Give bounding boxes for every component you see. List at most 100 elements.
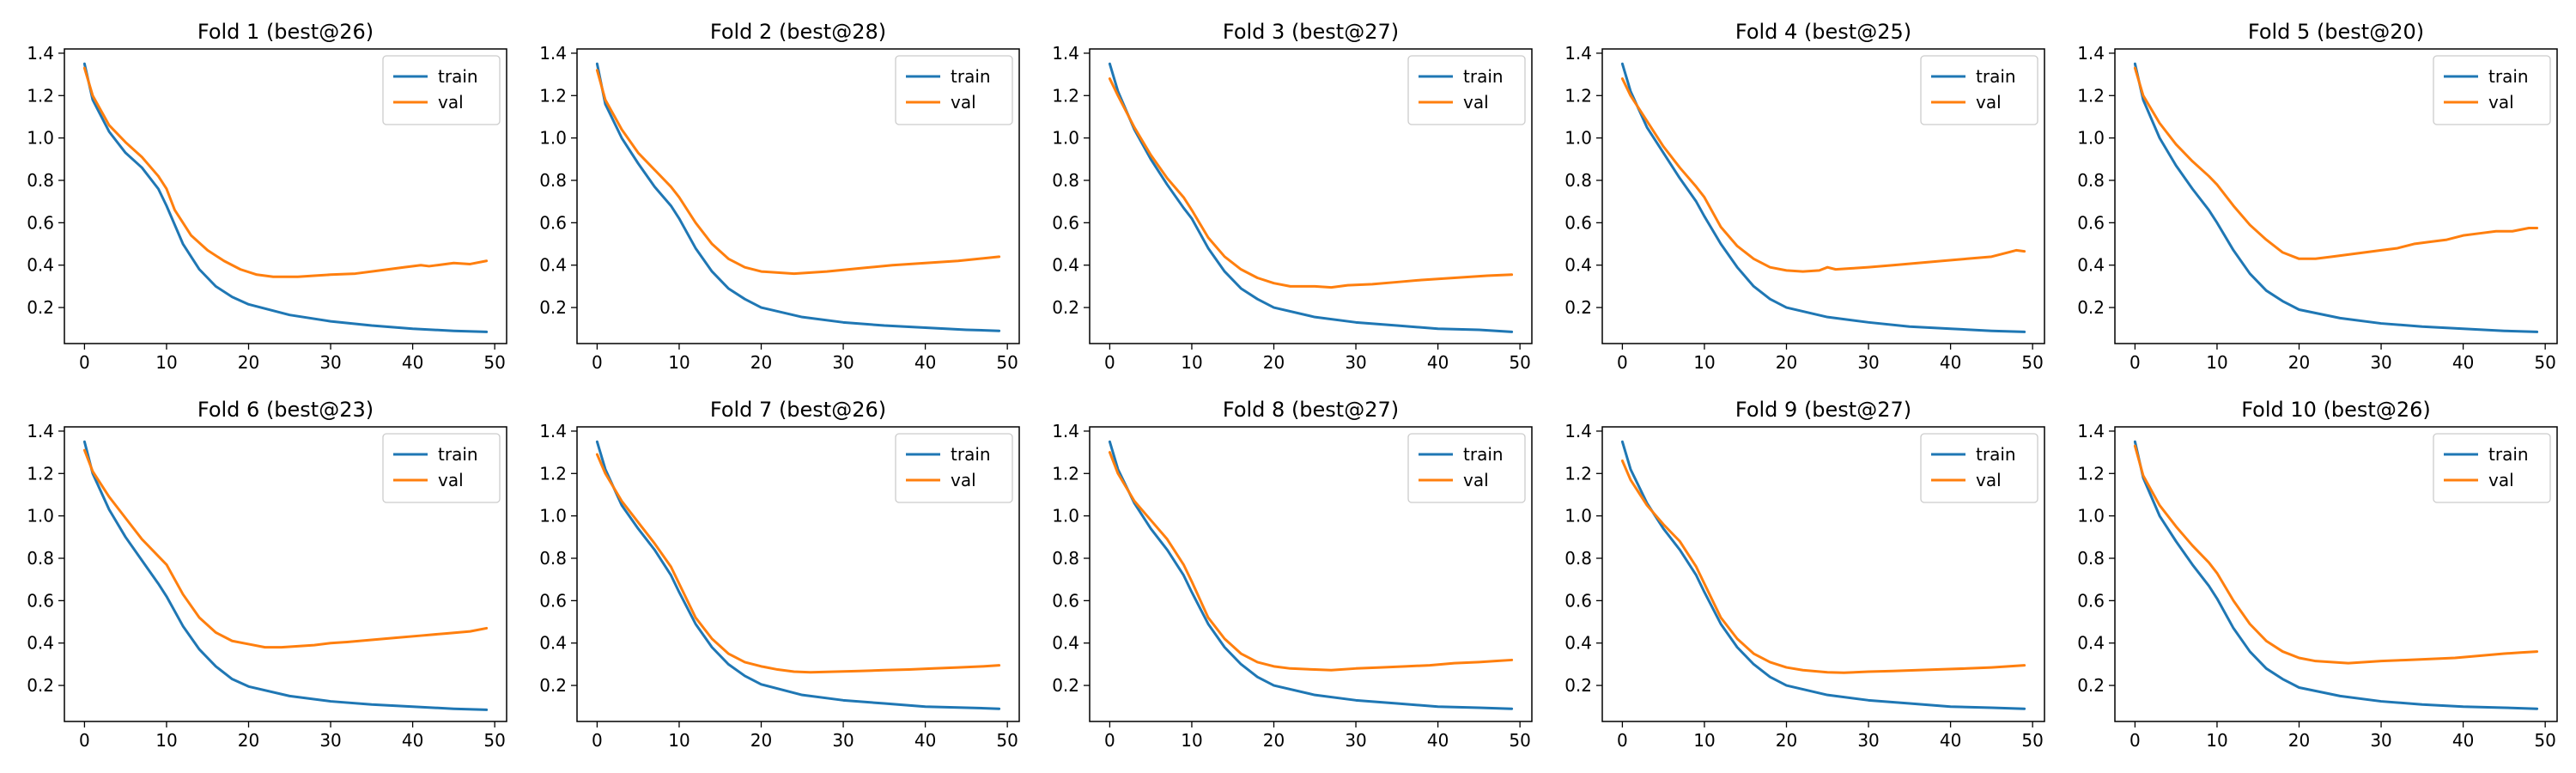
train-loss-line bbox=[2133, 62, 2539, 333]
legend-label-train: train bbox=[2488, 444, 2529, 465]
axes-frame bbox=[2114, 48, 2558, 344]
x-tick-label: 0 bbox=[2129, 352, 2141, 373]
x-tick-label: 10 bbox=[1181, 352, 1202, 373]
legend-label-train: train bbox=[1976, 444, 2016, 465]
legend-box bbox=[2433, 55, 2551, 125]
legend: train val bbox=[1920, 55, 2038, 125]
x-tick-label: 10 bbox=[668, 352, 690, 373]
legend-box bbox=[382, 55, 501, 125]
y-tick-label: 1.0 bbox=[27, 128, 54, 149]
x-tick-label: 50 bbox=[2534, 352, 2555, 373]
train-loss-line bbox=[1620, 62, 2026, 333]
x-tick-label: 50 bbox=[996, 352, 1018, 373]
y-tick-label: 0.4 bbox=[27, 633, 54, 654]
panel-title: Fold 9 (best@27) bbox=[1735, 398, 1911, 422]
legend: train val bbox=[1920, 433, 2038, 503]
y-tick-label: 0.4 bbox=[539, 633, 567, 654]
y-tick-label: 0.2 bbox=[2077, 675, 2105, 696]
y-tick-label: 0.4 bbox=[27, 255, 54, 276]
x-tick-label: 20 bbox=[2288, 730, 2310, 751]
y-tick-label: 1.2 bbox=[2077, 463, 2105, 484]
panel-fold-2: Fold 2 (best@28) 0 10 20 30 40 50 0.2 0.4 0.6 0.8 1… bbox=[539, 20, 1020, 373]
val-loss-line bbox=[82, 66, 489, 278]
x-tick-label: 0 bbox=[1104, 352, 1115, 373]
y-tick-label: 1.4 bbox=[539, 421, 567, 441]
legend-label-train: train bbox=[1463, 66, 1504, 87]
legend: train val bbox=[382, 55, 501, 125]
x-tick-label: 10 bbox=[2206, 730, 2227, 751]
axes-frame bbox=[1089, 48, 1533, 344]
x-tick-label: 40 bbox=[402, 352, 423, 373]
y-tick-label: 0.6 bbox=[2077, 590, 2105, 611]
x-tick-label: 0 bbox=[1104, 730, 1115, 751]
y-tick-label: 1.4 bbox=[1052, 421, 1079, 441]
x-tick-label: 30 bbox=[1857, 352, 1879, 373]
x-tick-label: 50 bbox=[1509, 730, 1530, 751]
y-tick-label: 0.8 bbox=[27, 548, 54, 569]
panel-title: Fold 8 (best@27) bbox=[1223, 398, 1399, 422]
y-tick-label: 0.2 bbox=[27, 297, 54, 318]
x-tick-label: 0 bbox=[592, 352, 603, 373]
train-loss-line bbox=[595, 440, 1001, 710]
y-tick-label: 1.0 bbox=[1052, 128, 1079, 149]
axes-frame bbox=[2114, 426, 2558, 722]
x-tick-label: 30 bbox=[2370, 352, 2391, 373]
legend-label-val: val bbox=[951, 92, 976, 113]
y-tick-label: 0.6 bbox=[2077, 212, 2105, 233]
x-tick-label: 40 bbox=[2452, 352, 2474, 373]
y-tick-label: 1.2 bbox=[1564, 85, 1592, 106]
val-loss-line bbox=[1108, 77, 1514, 289]
x-tick-label: 20 bbox=[1263, 730, 1285, 751]
panel-title: Fold 4 (best@25) bbox=[1735, 20, 1911, 44]
y-tick-label: 0.6 bbox=[539, 590, 567, 611]
x-tick-label: 40 bbox=[1940, 730, 1961, 751]
y-tick-label: 1.2 bbox=[27, 85, 54, 106]
x-tick-label: 20 bbox=[1776, 352, 1797, 373]
y-tick-label: 1.4 bbox=[27, 421, 54, 441]
y-tick-label: 1.2 bbox=[1564, 463, 1592, 484]
legend: train val bbox=[895, 433, 1013, 503]
legend-label-train: train bbox=[1976, 66, 2016, 87]
legend: train val bbox=[895, 55, 1013, 125]
y-tick-label: 0.2 bbox=[1052, 675, 1079, 696]
axes-frame bbox=[1601, 426, 2045, 722]
axes-frame bbox=[1601, 48, 2045, 344]
y-tick-label: 0.6 bbox=[1564, 212, 1592, 233]
y-tick-label: 0.6 bbox=[1052, 212, 1079, 233]
panel-fold-1: Fold 1 (best@26) 0 10 20 30 40 50 0.2 0.4 0.6 0.8 1… bbox=[27, 20, 507, 373]
y-tick-label: 0.8 bbox=[2077, 170, 2105, 191]
y-tick-label: 0.2 bbox=[2077, 297, 2105, 318]
x-tick-label: 20 bbox=[750, 352, 772, 373]
y-tick-label: 1.2 bbox=[27, 463, 54, 484]
y-tick-label: 0.4 bbox=[1564, 255, 1592, 276]
y-tick-label: 0.6 bbox=[539, 212, 567, 233]
y-tick-label: 1.0 bbox=[539, 506, 567, 526]
x-tick-label: 30 bbox=[832, 730, 854, 751]
y-tick-label: 0.4 bbox=[1564, 633, 1592, 654]
panel-fold-10: Fold 10 (best@26) 0 10 20 30 40 50 0.2 0.4 0.6 0.8… bbox=[2077, 398, 2558, 751]
legend: train val bbox=[1407, 55, 1526, 125]
y-tick-label: 0.4 bbox=[2077, 633, 2105, 654]
x-tick-label: 30 bbox=[1345, 730, 1366, 751]
x-tick-label: 40 bbox=[1427, 352, 1449, 373]
axes-frame bbox=[1089, 426, 1533, 722]
legend-label-val: val bbox=[1976, 470, 2002, 490]
val-loss-line bbox=[1620, 77, 2026, 273]
x-tick-label: 0 bbox=[1617, 730, 1628, 751]
legend-label-val: val bbox=[1976, 92, 2002, 113]
x-tick-label: 10 bbox=[668, 730, 690, 751]
panel-title: Fold 5 (best@20) bbox=[2248, 20, 2424, 44]
legend: train val bbox=[2433, 55, 2551, 125]
y-tick-label: 1.4 bbox=[2077, 43, 2105, 64]
y-tick-label: 0.4 bbox=[1052, 255, 1079, 276]
legend-label-val: val bbox=[438, 92, 464, 113]
panel-title: Fold 7 (best@26) bbox=[710, 398, 886, 422]
legend-box bbox=[895, 55, 1013, 125]
panel-fold-3: Fold 3 (best@27) 0 10 20 30 40 50 0.2 0.4 0.6 0.8 1… bbox=[1052, 20, 1533, 373]
y-tick-label: 1.0 bbox=[1052, 506, 1079, 526]
x-tick-label: 0 bbox=[592, 730, 603, 751]
y-tick-label: 0.2 bbox=[1052, 297, 1079, 318]
y-tick-label: 0.2 bbox=[1564, 675, 1592, 696]
